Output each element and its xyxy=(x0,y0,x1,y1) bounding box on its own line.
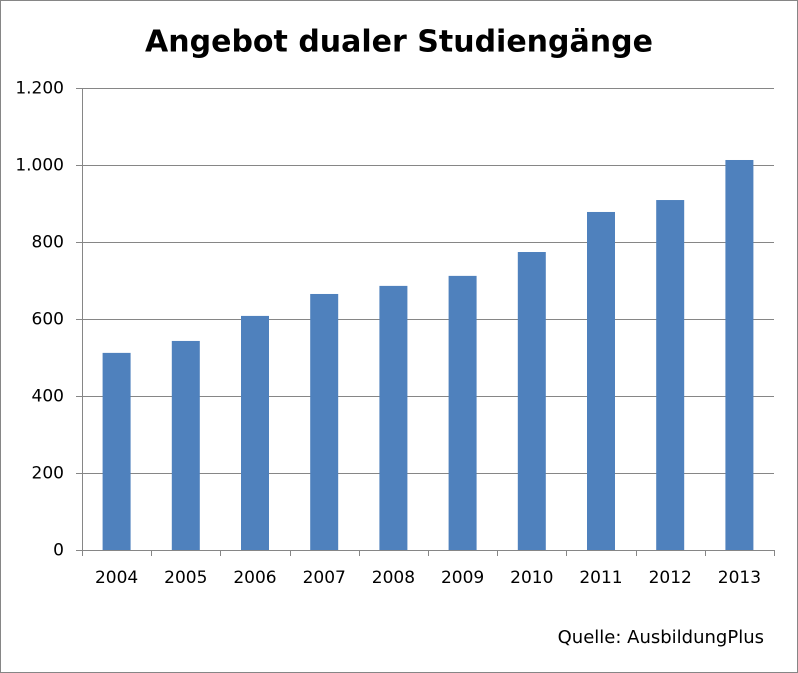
bar xyxy=(171,340,200,550)
bar xyxy=(587,211,615,550)
bar xyxy=(241,315,269,550)
bar xyxy=(656,200,685,550)
bar xyxy=(725,159,754,550)
y-tick-label: 800 xyxy=(32,233,64,253)
x-tick-label: 2011 xyxy=(579,568,622,588)
x-tick-label: 2009 xyxy=(441,568,484,588)
x-tick-label: 2013 xyxy=(718,568,761,588)
y-tick-label: 600 xyxy=(32,310,64,330)
x-tick-label: 2012 xyxy=(649,568,692,588)
x-tick-label: 2005 xyxy=(164,568,207,588)
y-tick-label: 1.200 xyxy=(15,79,64,99)
bar xyxy=(379,285,408,550)
x-tick-label: 2010 xyxy=(510,568,553,588)
source-note: Quelle: AusbildungPlus xyxy=(558,627,764,648)
y-tick-label: 400 xyxy=(32,387,64,407)
y-tick-label: 0 xyxy=(53,541,64,561)
chart-title: Angebot dualer Studiengänge xyxy=(145,25,653,60)
bar xyxy=(448,275,477,550)
bar xyxy=(102,352,131,550)
x-tick-label: 2007 xyxy=(303,568,346,588)
bar xyxy=(310,293,339,550)
x-tick-label: 2006 xyxy=(233,568,276,588)
y-tick-label: 1.000 xyxy=(15,156,64,176)
y-tick-label: 200 xyxy=(32,464,64,484)
x-tick-label: 2004 xyxy=(95,568,138,588)
bar xyxy=(517,252,546,550)
x-tick-label: 2008 xyxy=(372,568,415,588)
